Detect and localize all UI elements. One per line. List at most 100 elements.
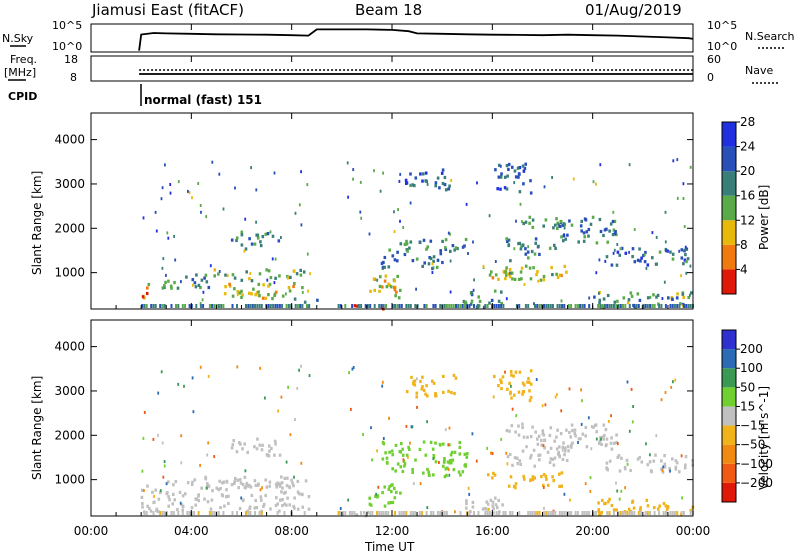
data-cell: [161, 441, 164, 445]
data-cell: [296, 507, 300, 511]
data-cell: [509, 370, 513, 374]
data-cell: [485, 500, 488, 504]
data-cell: [389, 501, 393, 505]
power-ytick-label: 3000: [54, 177, 85, 191]
data-cell: [598, 291, 600, 295]
data-cell: [256, 236, 260, 240]
data-cell: [224, 273, 227, 277]
data-cell: [496, 506, 499, 510]
data-cell: [668, 467, 671, 471]
data-cell: [563, 264, 567, 268]
data-cell: [464, 237, 468, 242]
data-cell: [399, 288, 402, 292]
data-cell: [661, 470, 665, 474]
data-cell: [494, 496, 497, 500]
data-cell: [649, 511, 652, 515]
data-cell: [286, 476, 289, 480]
data-cell: [236, 290, 240, 294]
data-cell: [179, 501, 182, 505]
data-cell: [521, 381, 525, 385]
data-cell: [355, 513, 359, 517]
data-cell: [521, 422, 524, 426]
data-cell: [218, 172, 221, 176]
data-cell: [434, 441, 437, 445]
data-cell: [236, 304, 238, 308]
data-cell: [299, 273, 303, 277]
data-cell: [522, 221, 525, 226]
data-cell: [679, 302, 682, 306]
data-cell: [522, 474, 525, 479]
data-cell: [271, 297, 274, 301]
data-cell: [288, 485, 291, 489]
data-cell: [554, 511, 557, 515]
data-cell: [444, 188, 448, 192]
data-cell: [669, 250, 672, 254]
data-cell: [224, 495, 228, 499]
data-cell: [188, 304, 191, 308]
data-cell: [307, 495, 311, 499]
data-cell: [308, 374, 311, 378]
data-cell: [685, 260, 688, 264]
data-cell: [671, 257, 675, 261]
data-cell: [261, 443, 264, 447]
data-cell: [393, 496, 397, 500]
data-cell: [283, 511, 286, 515]
data-cell: [560, 273, 563, 278]
velocity-colorbar-tick-label: −100: [740, 457, 773, 471]
data-cell: [280, 395, 283, 399]
data-cell: [424, 392, 427, 396]
data-cell: [405, 181, 408, 185]
data-cell: [394, 304, 396, 308]
data-cell: [389, 285, 393, 289]
data-cell: [685, 271, 688, 275]
data-cell: [461, 245, 465, 249]
data-cell: [558, 304, 561, 308]
data-cell: [492, 507, 495, 511]
data-cell: [348, 511, 351, 515]
data-cell: [669, 469, 671, 473]
data-cell: [543, 438, 546, 443]
data-cell: [613, 304, 615, 308]
data-cell: [579, 224, 583, 228]
data-cell: [580, 422, 583, 426]
data-cell: [521, 392, 524, 396]
data-cell: [630, 294, 634, 298]
data-cell: [255, 506, 259, 510]
data-cell: [238, 291, 242, 295]
data-cell: [204, 477, 208, 481]
data-cell: [518, 166, 522, 170]
time-tick-label: 12:00: [375, 524, 410, 538]
data-cell: [589, 222, 593, 226]
data-cell: [167, 495, 170, 499]
data-cell: [405, 304, 408, 308]
data-cell: [161, 511, 164, 515]
data-cell: [568, 387, 571, 391]
data-cell: [441, 181, 445, 186]
data-cell: [542, 444, 545, 448]
data-cell: [401, 469, 405, 474]
data-cell: [267, 293, 270, 297]
data-cell: [167, 504, 170, 508]
data-cell: [655, 434, 658, 438]
data-cell: [522, 182, 525, 186]
data-cell: [267, 304, 270, 308]
data-cell: [524, 264, 528, 268]
data-cell: [620, 456, 623, 460]
data-cell: [248, 291, 251, 295]
data-cell: [554, 395, 557, 399]
data-cell: [250, 242, 254, 246]
data-cell: [457, 470, 461, 474]
data-cell: [616, 455, 620, 459]
data-cell: [500, 172, 503, 176]
data-cell: [234, 186, 236, 190]
data-cell: [633, 228, 636, 231]
data-cell: [611, 219, 615, 224]
data-cell: [527, 511, 530, 515]
data-cell: [409, 511, 412, 515]
data-cell: [264, 232, 268, 236]
data-cell: [631, 247, 635, 251]
data-cell: [620, 489, 623, 493]
data-cell: [458, 440, 462, 445]
data-cell: [427, 262, 431, 266]
data-cell: [383, 279, 387, 283]
